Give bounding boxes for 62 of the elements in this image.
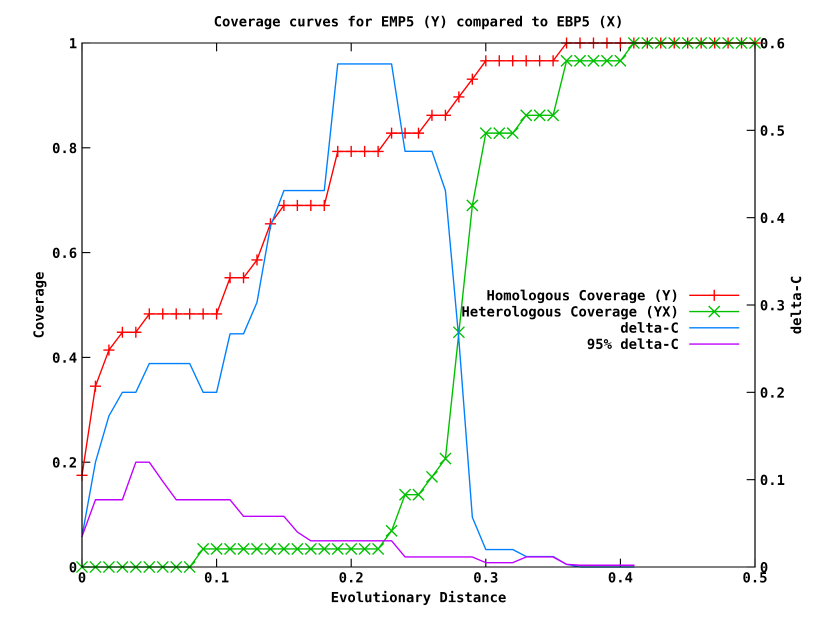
y2-tick-label: 0.5	[760, 125, 784, 136]
point	[318, 199, 331, 212]
y2-tick-label: 0.4	[760, 212, 784, 224]
y2-tick-label: 0.1	[760, 474, 784, 486]
legend-label: Homologous Coverage (Y)	[487, 290, 676, 304]
point	[331, 145, 344, 158]
point	[466, 199, 479, 212]
point	[439, 109, 452, 122]
point	[183, 308, 196, 320]
y2-tick-label: 0.2	[760, 387, 784, 398]
x-tick-label: 0	[78, 572, 86, 583]
point	[170, 308, 182, 320]
y-tick-label: 0.2	[52, 457, 76, 468]
y-axis-title: Coverage	[33, 272, 46, 338]
point	[426, 109, 438, 122]
point	[264, 218, 277, 230]
y2-axis-title: delta-C	[790, 276, 802, 334]
line-series	[81, 462, 635, 566]
y-tick-label: 1	[70, 38, 76, 48]
y2-tick-label: 0	[760, 562, 768, 572]
point	[210, 308, 223, 320]
point	[439, 452, 452, 465]
point	[358, 145, 371, 158]
point	[196, 308, 210, 320]
legend-label: 95% delta-C	[588, 338, 678, 350]
legend-label: delta-C	[620, 322, 678, 333]
y-tick-label: 0.6	[52, 248, 76, 258]
point	[89, 380, 102, 392]
point	[452, 326, 466, 338]
point	[533, 54, 546, 68]
x-tick-label: 0.3	[474, 572, 498, 583]
y-tick-label: 0	[70, 562, 76, 572]
legend-label: Heterologous Coverage (YX)	[462, 306, 676, 320]
point	[278, 199, 290, 212]
point	[304, 199, 318, 212]
point	[546, 54, 560, 68]
x-tick-label: 0.5	[743, 572, 767, 583]
point	[372, 145, 384, 158]
x-tick-label: 0.2	[339, 572, 363, 583]
x-tick-label: 0.1	[204, 572, 228, 583]
x-tick-label: 0.4	[608, 572, 632, 583]
point	[412, 126, 425, 140]
point	[143, 308, 156, 320]
y2-tick-label: 0.6	[760, 38, 784, 48]
point	[102, 344, 116, 356]
point	[385, 126, 398, 140]
point	[426, 470, 438, 484]
point	[520, 54, 532, 68]
y-tick-label: 0.4	[52, 352, 77, 363]
y2-tick-label: 0.3	[760, 300, 784, 310]
point	[452, 90, 466, 104]
point	[385, 524, 398, 538]
point	[291, 199, 304, 212]
y-tick-label: 0.8	[52, 142, 76, 154]
point	[250, 254, 264, 266]
point	[344, 145, 358, 158]
x-axis-title: Evolutionary Distance	[332, 590, 506, 606]
point	[398, 126, 412, 140]
chart-title: Coverage curves for EMP5 (Y) compared to EBP5 (X)	[214, 16, 621, 30]
point	[480, 54, 492, 68]
point	[156, 308, 170, 320]
point	[466, 72, 479, 86]
